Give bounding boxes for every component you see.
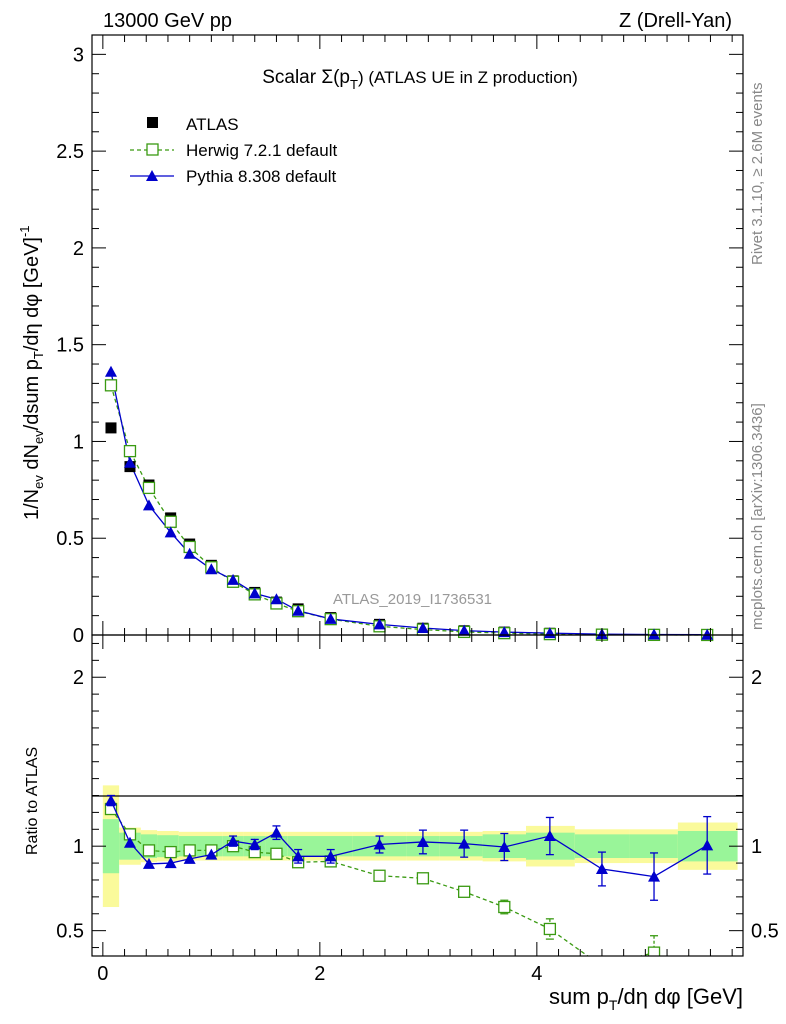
- main-series: [104, 365, 714, 642]
- main-ytick-label: 2.5: [56, 141, 84, 163]
- pythia-point: [205, 563, 218, 575]
- main-ytick-label: 1: [73, 431, 84, 453]
- pythia-point: [416, 622, 429, 634]
- herwig-ratio-point: [416, 872, 430, 885]
- main-title: Scalar Σ(pT) (ATLAS UE in Z production): [262, 67, 578, 92]
- main-ytick-label: 0: [73, 625, 84, 647]
- pythia-ratio-point: [142, 857, 155, 869]
- ratio-ylabel: Ratio to ATLAS: [24, 747, 41, 855]
- herwig-point: [164, 515, 177, 528]
- rivet-label: Rivet 3.1.10, ≥ 2.6M events: [749, 83, 766, 266]
- main-ytick-label: 3: [73, 44, 84, 66]
- pythia-point: [458, 624, 471, 636]
- ratio-panel: 0.5 0.5 1 1 2 2 0 2 4 Ratio to ATLAS sum pT/dη d…: [24, 634, 779, 1013]
- herwig-point: [123, 444, 137, 458]
- header-right: Z (Drell-Yan): [619, 10, 732, 32]
- herwig-ratio-point: [498, 900, 511, 914]
- herwig-ratio-point: [458, 885, 471, 898]
- pythia-point: [164, 526, 177, 538]
- pythia-ratio-point: [543, 830, 556, 842]
- pythia-ratio-point: [164, 857, 177, 869]
- pythia-ratio-point: [227, 835, 240, 847]
- pythia-ratio-point: [498, 841, 511, 853]
- pythia-point: [648, 628, 661, 640]
- main-ytick-label: 1.5: [56, 335, 84, 357]
- ratio-band-inner: [309, 836, 353, 857]
- herwig-ratio-point: [543, 922, 557, 936]
- legend-pythia-marker: [146, 170, 158, 181]
- herwig-ratio-point: [647, 946, 661, 956]
- pythia-ratio-point: [292, 850, 305, 862]
- main-panel: 0 0.5 1 1.5 2 2.5 3 Scalar Σ(pT) (ATLAS UE in …: [17, 34, 744, 647]
- ratio-xtick-label: 4: [531, 963, 542, 985]
- ratio-band-inner: [574, 834, 630, 859]
- ratio-ytick-label: 0.5: [56, 921, 84, 943]
- pythia-ratio-point: [248, 838, 261, 850]
- ratio-xtick-label: 2: [314, 963, 325, 985]
- atlas-point: [105, 422, 117, 434]
- pythia-point: [104, 365, 117, 377]
- ratio-ytick-label-right: 0.5: [751, 921, 779, 943]
- pythia-ratio-point: [205, 848, 218, 860]
- main-ticks: 0 0.5 1 1.5 2 2.5 3: [56, 34, 743, 647]
- herwig-point: [142, 481, 156, 495]
- ratio-ytick-label: 2: [73, 667, 84, 689]
- pythia-ratio-point: [104, 794, 117, 806]
- pythia-ratio-point: [416, 835, 429, 847]
- ratio-ytick-label-right: 1: [751, 836, 762, 858]
- pythia-point: [248, 587, 261, 599]
- pythia-ratio-point: [123, 836, 136, 848]
- legend-atlas-marker: [147, 117, 158, 128]
- ratio-ytick-label-right: 2: [751, 667, 762, 689]
- pythia-ratio-point: [324, 850, 337, 862]
- pythia-ratio-point: [458, 837, 471, 849]
- pythia-point: [324, 612, 337, 624]
- legend-atlas-label: ATLAS: [186, 115, 239, 134]
- watermark: ATLAS_2019_I1736531: [333, 591, 492, 608]
- mcplots-label: mcplots.cern.ch [arXiv:1306.3436]: [749, 403, 766, 630]
- main-ytick-label: 2: [73, 238, 84, 260]
- pythia-ratio-point: [701, 839, 714, 851]
- pythia-point: [183, 547, 196, 559]
- ratio-series: [104, 794, 714, 956]
- main-ylabel: 1/Nev dNev/dsum pT/dη dφ [GeV]-1: [17, 225, 46, 520]
- main-ytick-label: 0.5: [56, 528, 84, 550]
- herwig-point: [104, 379, 118, 392]
- pythia-ratio-point: [270, 826, 283, 838]
- ratio-xtick-label: 0: [97, 963, 108, 985]
- herwig-ratio-point: [373, 869, 386, 882]
- legend-herwig-marker: [146, 143, 159, 156]
- legend-pythia-label: Pythia 8.308 default: [186, 167, 337, 186]
- legend-herwig-label: Herwig 7.2.1 default: [186, 141, 337, 160]
- pythia-point: [270, 593, 283, 605]
- pythia-point: [292, 604, 305, 616]
- ratio-ytick-label: 1: [73, 836, 84, 858]
- pythia-ratio-point: [648, 870, 661, 882]
- pythia-point: [123, 456, 136, 468]
- pythia-point: [373, 618, 386, 630]
- legend: ATLAS Herwig 7.2.1 default Pythia 8.308 …: [130, 115, 337, 186]
- pythia-point: [498, 626, 511, 638]
- herwig-ratio-point: [142, 844, 156, 857]
- herwig-ratio-point: [270, 847, 283, 860]
- ratio-xlabel: sum pT/dη dφ [GeV]: [549, 984, 743, 1013]
- pythia-point: [142, 499, 155, 511]
- ratio-band-inner: [629, 834, 678, 859]
- pythia-ratio-point: [373, 838, 386, 850]
- pythia-ratio-point: [595, 862, 608, 874]
- pythia-ratio-point: [183, 852, 196, 864]
- herwig-ratio-point: [164, 845, 177, 859]
- pythia-point: [227, 573, 240, 585]
- ratio-band-inner: [102, 819, 120, 874]
- ratio-ticks: 0.5 0.5 1 1 2 2 0 2 4: [56, 635, 779, 985]
- header-left: 13000 GeV pp: [103, 10, 232, 32]
